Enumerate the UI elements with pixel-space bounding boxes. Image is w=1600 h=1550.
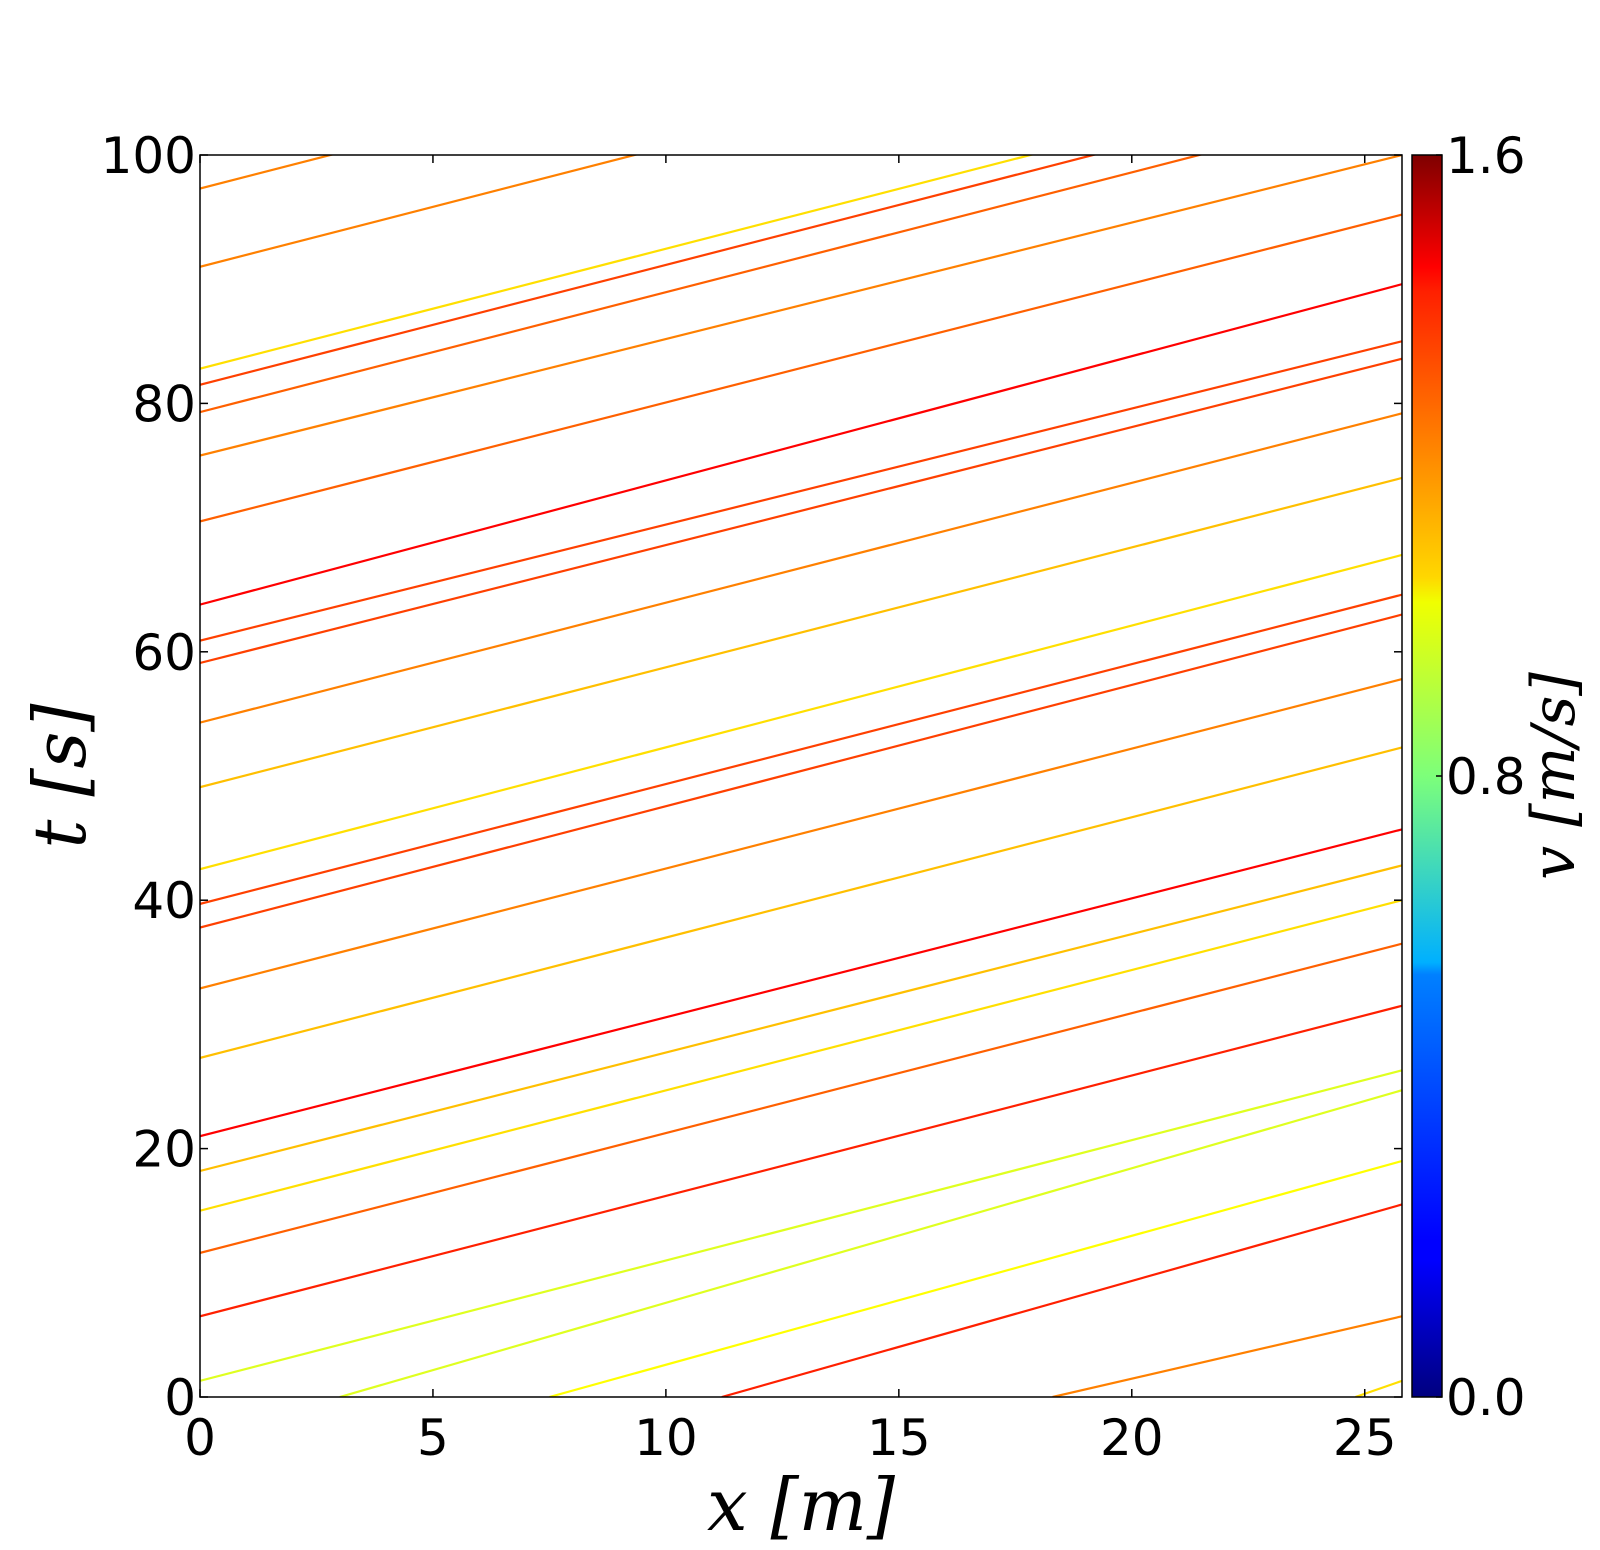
trajectory-line xyxy=(200,155,1402,457)
trajectories xyxy=(200,155,1402,1397)
colorbar-tick-label: 1.6 xyxy=(1446,127,1526,185)
x-tick-label: 20 xyxy=(1100,1409,1164,1467)
trajectory-line xyxy=(200,357,1402,665)
plot-area: 0 5 10 15 20 25 0 20 40 60 80 100 xyxy=(101,127,1403,1467)
trajectory-line xyxy=(200,593,1402,905)
trajectory-line xyxy=(1355,1379,1402,1397)
x-tick-label: 10 xyxy=(634,1409,698,1467)
trajectory-line xyxy=(200,899,1402,1212)
x-tick-label: 25 xyxy=(1333,1409,1397,1467)
y-tick-label: 40 xyxy=(132,872,196,930)
trajectory-line xyxy=(200,1069,1402,1382)
trajectory-line xyxy=(200,155,1204,414)
trajectory-line xyxy=(200,412,1402,724)
trajectory-line xyxy=(200,746,1402,1059)
x-tick-label: 5 xyxy=(417,1409,449,1467)
trajectory-line xyxy=(200,155,639,268)
trajectory-line xyxy=(200,1004,1402,1318)
plot-frame xyxy=(200,155,1402,1397)
trajectory-line xyxy=(549,1159,1402,1397)
colorbar-tick-label: 0.8 xyxy=(1446,748,1526,806)
x-tick-label: 0 xyxy=(184,1409,216,1467)
x-axis-label: x [m] xyxy=(707,1463,896,1547)
trajectory-line xyxy=(200,213,1402,523)
y-tick-label: 80 xyxy=(132,375,196,433)
trajectory-line xyxy=(200,828,1402,1138)
plot-border xyxy=(199,154,1403,1398)
trajectory-line xyxy=(200,476,1402,789)
x-ticks: 0 5 10 15 20 25 xyxy=(184,155,1397,1467)
y-tick-label: 100 xyxy=(101,127,196,185)
trajectory-line xyxy=(200,155,1098,386)
trajectory-line xyxy=(1052,1315,1402,1397)
trajectory-line xyxy=(200,340,1402,642)
trajectory-line xyxy=(200,155,1035,370)
colorbar-label: v [m/s] xyxy=(1519,672,1589,880)
trajectory-line xyxy=(721,1203,1402,1397)
trajectory-line xyxy=(200,283,1402,606)
trajectory-line xyxy=(339,1089,1402,1397)
trajectory-line xyxy=(200,942,1402,1254)
trajectory-line xyxy=(200,678,1402,990)
trajectory-line xyxy=(200,864,1402,1173)
trajectory-line xyxy=(200,553,1402,871)
colorbar-tick-label: 0.0 xyxy=(1446,1369,1526,1427)
x-tick-label: 15 xyxy=(867,1409,931,1467)
y-ticks: 0 20 40 60 80 100 xyxy=(101,127,1402,1427)
y-tick-label: 20 xyxy=(132,1121,196,1179)
y-tick-label: 0 xyxy=(164,1369,196,1427)
colorbar-ticks: 0.0 0.8 1.6 xyxy=(1436,127,1526,1427)
y-axis-label: t [s] xyxy=(18,703,102,849)
y-tick-label: 60 xyxy=(132,624,196,682)
colorbar: 0.0 0.8 1.6 v [m/s] xyxy=(1411,127,1589,1427)
trajectory-line xyxy=(200,613,1402,929)
